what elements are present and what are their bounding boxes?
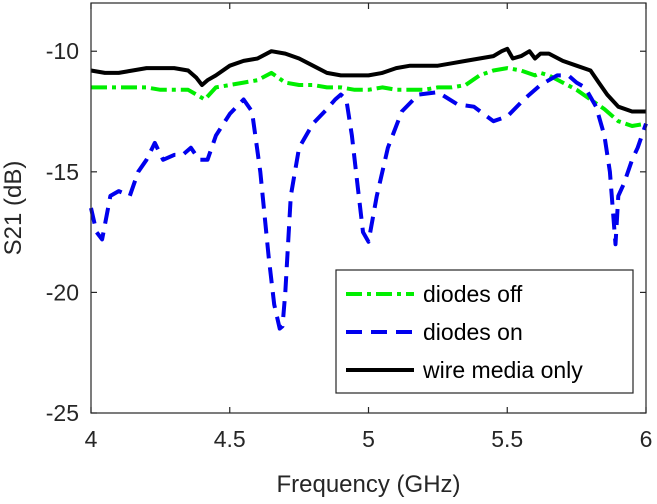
y-tick-label: -25 — [46, 400, 79, 426]
y-tick-label: -15 — [46, 159, 79, 185]
y-tick-label: -10 — [46, 38, 79, 64]
legend: diodes off diodes on wire media only — [335, 269, 634, 394]
x-tick-label: 5 — [362, 426, 375, 452]
series-layer — [89, 46, 648, 331]
x-tick-label: 6 — [640, 426, 653, 452]
series-line-wire-media-only — [90, 46, 646, 114]
x-tick-label: 4.5 — [214, 426, 246, 452]
legend-label-diodes-off: diodes off — [423, 281, 523, 307]
x-tick-label: 5.5 — [491, 426, 523, 452]
legend-label-wire-media-only: wire media only — [422, 357, 583, 383]
series-line-diodes-off — [91, 66, 647, 128]
x-tick-label: 4 — [85, 426, 98, 452]
y-axis-label: S21 (dB) — [0, 161, 27, 256]
series-line-diodes-on — [89, 73, 648, 331]
ticks-layer: 4 4.5 5 5.5 6 -25 -20 -15 -10 — [46, 3, 653, 452]
x-axis-label: Frequency (GHz) — [276, 471, 460, 498]
legend-label-diodes-on: diodes on — [423, 319, 523, 345]
y-tick-label: -20 — [46, 279, 79, 305]
